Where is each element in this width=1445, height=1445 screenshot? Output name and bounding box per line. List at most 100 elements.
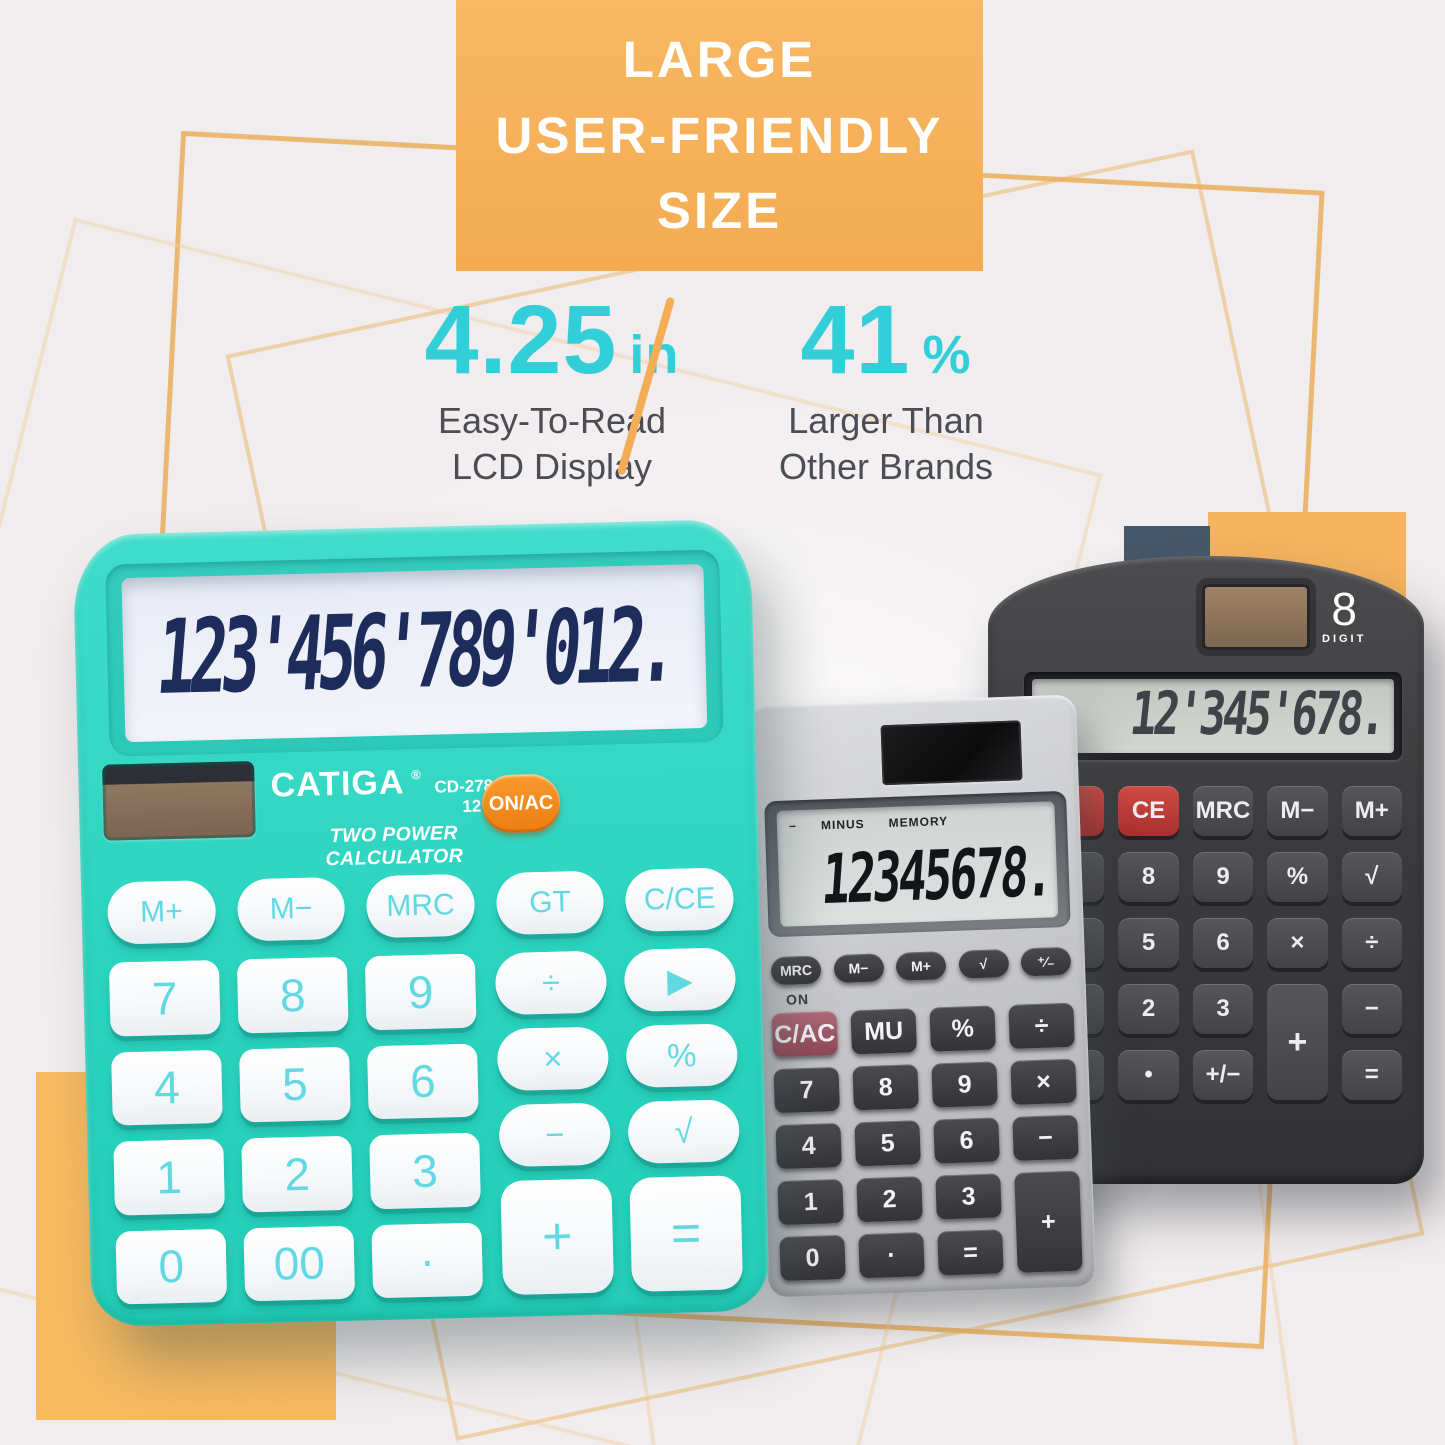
key-0: 0 xyxy=(115,1228,228,1305)
key-1: 1 xyxy=(777,1178,844,1226)
stat-caption: Easy-To-Read LCD Display xyxy=(437,400,667,488)
key-2: 2 xyxy=(856,1176,923,1223)
brand-row: CATIGA ® CD-2786-12 TWO POWER CALCULATOR… xyxy=(102,747,734,870)
key-symbol: × xyxy=(1267,918,1328,968)
key-cce: C/CE xyxy=(625,867,735,932)
key-symbol: · xyxy=(371,1222,484,1299)
solar-panel xyxy=(102,761,256,841)
key-symbol: • xyxy=(1118,1050,1179,1100)
key-symbol: · xyxy=(858,1232,925,1279)
lcd-indicators: − MINUS MEMORY xyxy=(788,813,949,834)
key-mrc: MRC xyxy=(1192,786,1254,836)
key-mrc: MRC xyxy=(770,955,822,986)
key-symbol: ÷ xyxy=(1008,1002,1075,1049)
key-mu: MU xyxy=(850,1008,917,1055)
key-symbol: × xyxy=(496,1026,610,1092)
key-symbol: − xyxy=(1341,984,1402,1034)
headline-banner: LARGE USER-FRIENDLY SIZE xyxy=(456,0,983,271)
lcd-display: 12'345'678. xyxy=(1024,672,1402,760)
display-digits: 123'456'789'012. xyxy=(152,587,677,719)
lcd-display: 123'456'789'012. xyxy=(105,549,724,757)
stat-number: 4.25 xyxy=(424,285,618,394)
key-symbol: ÷ xyxy=(1341,918,1402,968)
digit-badge: 8 DIGIT xyxy=(1322,583,1367,645)
key-7: 7 xyxy=(773,1066,840,1114)
key-onac: ON/AC xyxy=(481,773,561,834)
key-6: 6 xyxy=(933,1117,1000,1164)
key-m: M− xyxy=(833,953,884,984)
brand-tagline: TWO POWER CALCULATOR xyxy=(325,822,464,871)
key-cac: C/AC xyxy=(771,1010,839,1058)
key-6: 6 xyxy=(1192,918,1254,968)
key-symbol: % xyxy=(625,1023,739,1089)
key-3: 3 xyxy=(1192,984,1254,1034)
silver-calculator: − MINUS MEMORY 12345678. MRC M− M+ √ ⁺∕₋ ON … xyxy=(747,694,1097,1298)
key-6: 6 xyxy=(366,1043,479,1120)
key-symbol: × xyxy=(1010,1058,1077,1105)
key-3: 3 xyxy=(369,1132,481,1209)
digit-keys: 7 8 9 4 5 6 1 2 3 0 00 · xyxy=(108,953,484,1305)
key-3: 3 xyxy=(935,1173,1002,1220)
stat-value: 41 % xyxy=(716,291,1056,388)
key-symbol: − xyxy=(498,1102,611,1168)
key-7: 7 xyxy=(108,959,221,1037)
key-00: 00 xyxy=(243,1225,356,1302)
key-symbol: ▶ xyxy=(623,947,737,1013)
key-symbol: = xyxy=(1341,1050,1402,1100)
stat-larger-percent: 41 % Larger Than Other Brands xyxy=(716,291,1056,490)
display-digits: 12'345'678. xyxy=(1127,680,1388,749)
key-9: 9 xyxy=(364,953,477,1030)
stat-caption: Larger Than Other Brands xyxy=(778,400,994,488)
teal-calculator: 123'456'789'012. CATIGA ® CD-2786-12 TWO… xyxy=(72,518,770,1328)
key-symbol: % xyxy=(929,1005,996,1052)
key-4: 4 xyxy=(111,1049,223,1126)
memory-key-row: M+ M− MRC GT C/CE xyxy=(106,867,735,945)
keypad: C/AC MU% ÷ 7 8 9 × 4 5 6− 1 2 3 +0 · = xyxy=(771,1002,1083,1282)
key-4: 4 xyxy=(775,1122,842,1170)
key-5: 5 xyxy=(1118,918,1179,968)
key-9: 9 xyxy=(931,1061,998,1108)
key-1: 1 xyxy=(113,1138,226,1216)
key-m: M+ xyxy=(106,880,216,945)
stat-unit: % xyxy=(922,325,972,385)
key-m: M− xyxy=(1267,786,1328,836)
key-symbol: = xyxy=(937,1229,1004,1276)
key-5: 5 xyxy=(239,1046,351,1123)
display-digits: 12345678. xyxy=(819,832,1054,921)
key-symbol: + xyxy=(1014,1170,1083,1273)
minus-indicator: − xyxy=(788,819,798,834)
key-m: M+ xyxy=(895,951,947,981)
brand-name: CATIGA xyxy=(270,763,405,805)
key-m: M+ xyxy=(1341,786,1402,836)
key-symbol: − xyxy=(1012,1114,1079,1161)
key-8: 8 xyxy=(852,1064,919,1111)
key-ce: CE xyxy=(1118,786,1179,836)
stat-lcd-size: 4.25 in Easy-To-Read LCD Display xyxy=(382,285,722,490)
key-symbol: % xyxy=(1267,852,1328,902)
key-symbol: + xyxy=(1267,984,1328,1100)
key-2: 2 xyxy=(241,1135,353,1212)
key-m: M− xyxy=(236,876,346,942)
brand-block: CATIGA ® CD-2786-12 TWO POWER CALCULATOR xyxy=(270,761,517,873)
key-8: 8 xyxy=(1118,852,1179,902)
key-symbol: √ xyxy=(627,1099,740,1164)
memory-key-row: MRC M− M+ √ ⁺∕₋ xyxy=(770,946,1072,986)
key-0: 0 xyxy=(779,1234,846,1282)
key-symbol: √ xyxy=(957,948,1009,979)
lcd-display: − MINUS MEMORY 12345678. xyxy=(764,790,1071,938)
key-equals: = xyxy=(629,1175,744,1292)
operator-column: ÷ × − + xyxy=(494,950,615,1296)
key-mrc: MRC xyxy=(366,873,476,939)
headline-line: SIZE xyxy=(656,182,783,240)
key-5: 5 xyxy=(854,1120,921,1167)
operator-keys: ÷ × − + ▶% √ = xyxy=(494,947,744,1296)
operator-column: ▶% √ = xyxy=(623,947,744,1292)
key-symbol: ÷ xyxy=(494,950,608,1016)
key-8: 8 xyxy=(236,956,349,1033)
solar-panel xyxy=(880,720,1023,786)
registered-mark: ® xyxy=(411,766,421,783)
headline-line: USER-FRIENDLY xyxy=(495,106,944,164)
key-gt: GT xyxy=(495,870,605,936)
solar-panel xyxy=(1202,584,1310,650)
